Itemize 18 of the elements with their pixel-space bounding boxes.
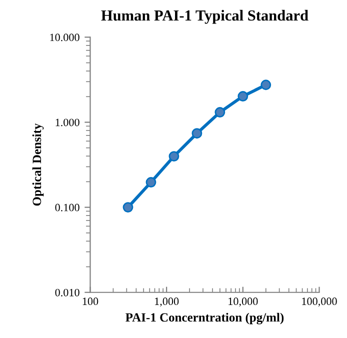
point	[192, 128, 202, 139]
x-tick-label: 100,000	[302, 298, 337, 307]
y-tick-label: 0.100	[55, 204, 80, 212]
point	[214, 107, 226, 118]
point	[122, 202, 134, 213]
point	[238, 91, 248, 102]
point	[146, 177, 156, 188]
y-tick-label: 1.000	[56, 118, 80, 126]
x-axis-title: PAI-1 Concerntration (pg/ml)	[126, 312, 284, 324]
x-tick-label: 10,000	[228, 298, 258, 307]
point	[168, 151, 180, 162]
y-axis-title: Optical Density	[32, 123, 44, 206]
y-tick-label: 10.000	[50, 34, 80, 42]
point	[260, 80, 272, 90]
x-tick-label: 100	[82, 298, 98, 306]
x-tick-label: 1,000	[155, 298, 179, 307]
y-tick-label: 0.010	[55, 288, 80, 296]
chart-title: Human PAI-1 Typical Standard	[101, 10, 308, 24]
